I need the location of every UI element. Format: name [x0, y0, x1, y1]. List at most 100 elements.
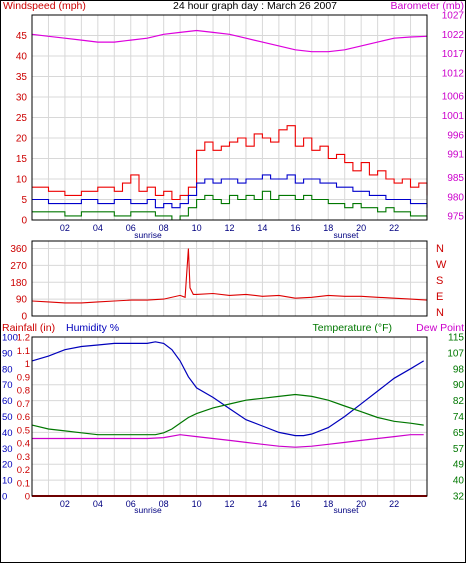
humidity-tick-label: 80 — [2, 364, 13, 375]
sunset-label: sunset — [333, 230, 359, 240]
humidity-line — [31, 341, 425, 437]
barometer-tick-label: 1001 — [442, 111, 465, 122]
graph-title: 24 hour graph day : March 26 2007 — [173, 0, 337, 12]
hour-tick-label: 06 — [126, 223, 136, 233]
barometer-tick-label: 980 — [447, 192, 464, 203]
direction-panel-frame — [31, 240, 428, 317]
hour-tick-label: 06 — [126, 499, 136, 509]
wind-gust-line — [32, 125, 428, 201]
direction-tick-label: 0 — [21, 312, 27, 323]
rainfall-tick-label: 1.2 — [17, 333, 30, 344]
hour-tick-label: 04 — [93, 499, 103, 509]
temperature-tick-label: 90 — [453, 380, 465, 391]
barometer-axis-label: Barometer (mb) — [390, 0, 464, 12]
sunrise-label-lower: sunrise — [134, 505, 162, 515]
barometer-tick-label: 1027 — [442, 11, 465, 22]
direction-panel-series — [31, 248, 428, 304]
windspeed-tick-label: 10 — [16, 175, 28, 186]
direction-tick-label: 360 — [10, 244, 27, 255]
wind-minimum-line — [32, 190, 428, 221]
hour-tick-label: 18 — [323, 499, 333, 509]
wind-panel-labels: 0510152025303540459759809859919961001100… — [16, 11, 465, 234]
humidity-axis-label: Humidity % — [66, 322, 119, 334]
compass-label: W — [436, 259, 447, 271]
barometer-tick-label: 1022 — [442, 30, 465, 41]
direction-tick-label: 180 — [10, 278, 27, 289]
climate-panel-frame — [31, 336, 428, 497]
sunrise-label: sunrise — [134, 230, 162, 240]
humidity-tick-label: 50 — [2, 412, 13, 423]
humidity-tick-label: 100 — [2, 333, 18, 344]
humidity-tick-label: 30 — [2, 444, 13, 455]
compass-label: E — [436, 291, 443, 303]
windspeed-tick-label: 20 — [16, 134, 28, 145]
temperature-axis-label: Temperature (°F) — [313, 322, 392, 334]
climate-panel-labels: 1.21.110.90.80.70.60.50.40.30.20.1010090… — [2, 333, 464, 510]
hour-tick-label: 10 — [192, 223, 202, 233]
windspeed-tick-label: 15 — [16, 154, 28, 165]
wind-direction-line — [31, 248, 428, 304]
temperature-tick-label: 82 — [453, 396, 465, 407]
rainfall-tick-label: 0.2 — [17, 465, 30, 476]
humidity-tick-label: 90 — [2, 348, 13, 359]
humidity-tick-label: 10 — [2, 476, 13, 487]
barometer-tick-label: 975 — [447, 212, 464, 223]
temperature-tick-label: 115 — [448, 333, 464, 344]
compass-label: S — [436, 275, 443, 287]
temperature-tick-label: 98 — [453, 364, 465, 375]
windspeed-tick-label: 45 — [16, 31, 28, 42]
rainfall-tick-label: 1.1 — [17, 346, 30, 357]
temperature-tick-label: 49 — [453, 460, 465, 471]
hour-tick-label: 18 — [323, 223, 333, 233]
windspeed-tick-label: 30 — [16, 93, 28, 104]
hour-tick-label: 10 — [192, 499, 202, 509]
rainfall-tick-label: 0.5 — [17, 425, 30, 436]
hour-tick-label: 16 — [290, 223, 300, 233]
humidity-tick-label: 20 — [2, 460, 13, 471]
sunset-label-lower: sunset — [333, 505, 359, 515]
humidity-tick-label: 0 — [2, 492, 7, 503]
dewpoint-line — [32, 434, 424, 448]
hour-tick-label: 08 — [159, 223, 169, 233]
dewpoint-axis-label: Dew Point — [416, 322, 464, 334]
temperature-tick-label: 74 — [453, 412, 465, 423]
temperature-tick-label: 65 — [453, 428, 465, 439]
rainfall-tick-label: 0.1 — [17, 478, 30, 489]
compass-label: N — [436, 307, 444, 319]
temperature-tick-label: 40 — [453, 476, 465, 487]
rainfall-tick-label: 0 — [25, 492, 30, 503]
hour-tick-label: 16 — [290, 499, 300, 509]
humidity-tick-label: 60 — [2, 396, 13, 407]
barometer-tick-label: 985 — [447, 173, 464, 184]
rainfall-tick-label: 1 — [25, 359, 30, 370]
hour-tick-label: 12 — [224, 499, 234, 509]
temperature-tick-label: 32 — [453, 492, 465, 503]
rainfall-tick-label: 0.4 — [17, 439, 30, 450]
hour-tick-label: 22 — [389, 499, 399, 509]
windspeed-tick-label: 35 — [16, 72, 28, 83]
hour-tick-label: 14 — [257, 499, 267, 509]
hour-tick-label: 20 — [356, 223, 366, 233]
hour-tick-label: 02 — [60, 499, 70, 509]
humidity-tick-label: 70 — [2, 380, 13, 391]
barometer-line — [31, 29, 428, 53]
hour-tick-label: 20 — [356, 499, 366, 509]
windspeed-tick-label: 40 — [16, 52, 28, 63]
wind-average-line — [32, 174, 428, 209]
hour-tick-label: 14 — [257, 223, 267, 233]
temperature-tick-label: 107 — [447, 348, 464, 359]
hour-tick-label: 08 — [159, 499, 169, 509]
hour-tick-label: 12 — [224, 223, 234, 233]
windspeed-axis-label: Windspeed (mph) — [3, 0, 86, 12]
barometer-tick-label: 996 — [447, 130, 464, 141]
rainfall-tick-label: 0.3 — [17, 452, 30, 463]
temperature-tick-label: 57 — [453, 444, 465, 455]
hour-tick-label: 22 — [389, 223, 399, 233]
hour-tick-label: 04 — [93, 223, 103, 233]
rainfall-tick-label: 0.9 — [17, 372, 30, 383]
rainfall-tick-label: 0.7 — [17, 399, 30, 410]
barometer-tick-label: 991 — [447, 150, 464, 161]
